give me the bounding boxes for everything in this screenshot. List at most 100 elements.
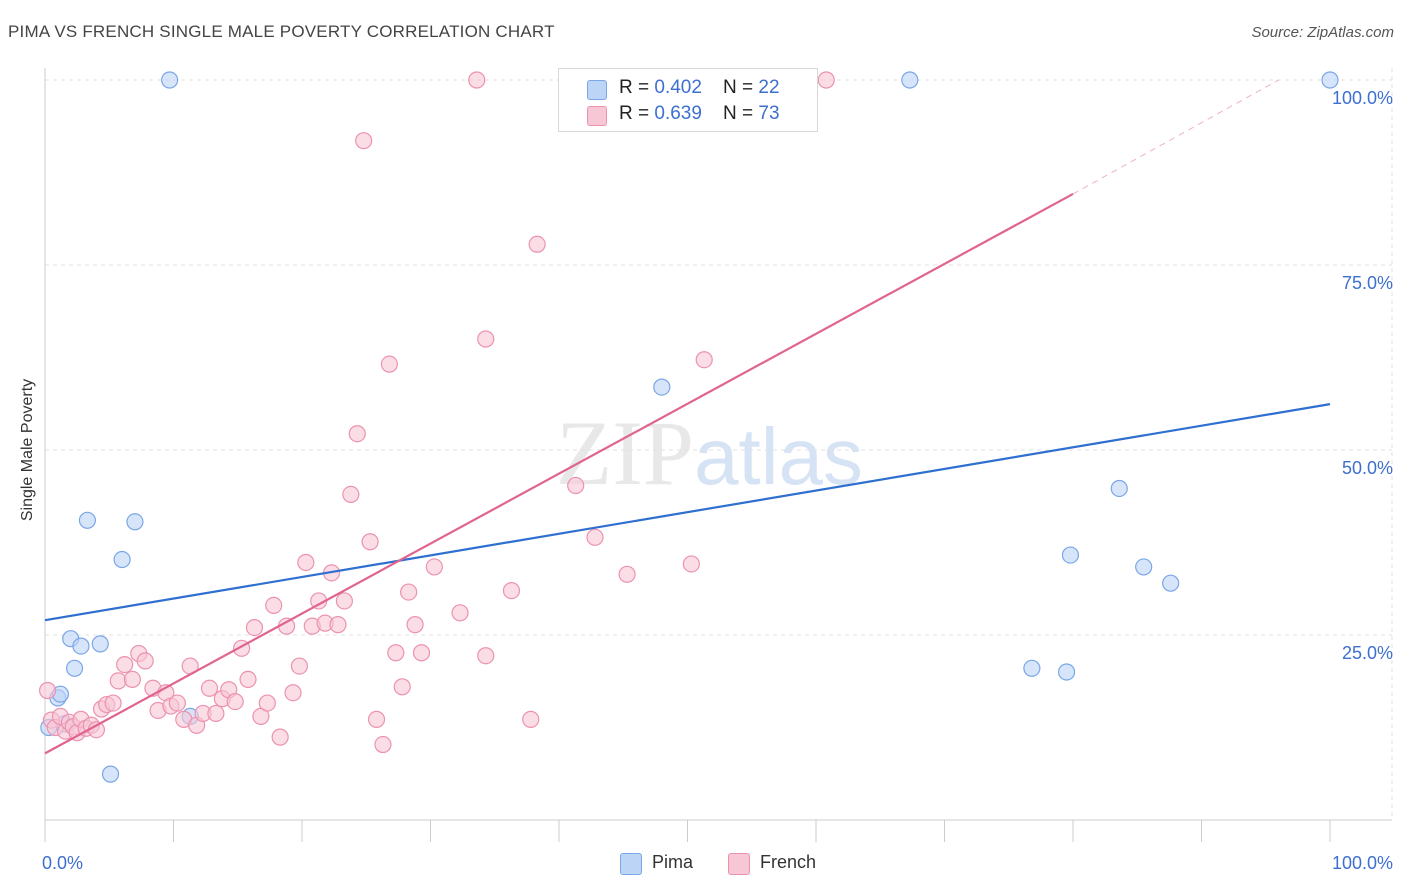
point-french: [123, 670, 141, 689]
legend: R = 0.402 N = 22 R = 0.639 N = 73: [558, 68, 818, 132]
point-pima: [1061, 546, 1080, 564]
points-layer: [38, 71, 1339, 783]
point-french: [265, 596, 283, 615]
bottom-legend-swatch-french: [728, 853, 750, 875]
legend-text-pima: R = 0.402 N = 22: [619, 77, 780, 99]
legend-text-french: R = 0.639 N = 73: [619, 103, 780, 125]
label-layer: 100.0% 75.0% 50.0% 25.0% 0.0% 100.0%: [42, 88, 1393, 873]
point-french: [567, 476, 585, 495]
point-french: [477, 647, 495, 665]
point-pima: [1135, 558, 1153, 576]
legend-n-value: 22: [758, 77, 780, 98]
x-tick-label-max: 100.0%: [1332, 853, 1393, 873]
point-french: [200, 679, 219, 697]
legend-swatch-pima: [587, 80, 607, 100]
bottom-legend-label-french: French: [760, 852, 817, 872]
point-french: [400, 583, 418, 601]
y-tick-label: 25.0%: [1342, 643, 1393, 663]
chart-title: PIMA VS FRENCH SINGLE MALE POVERTY CORRE…: [8, 22, 555, 41]
point-pima: [65, 659, 84, 677]
point-french: [451, 604, 469, 622]
point-pima: [113, 550, 131, 569]
point-french: [207, 704, 225, 723]
point-french: [817, 71, 835, 89]
point-pima: [1023, 659, 1041, 677]
legend-n-value: 73: [758, 103, 780, 124]
y-tick-label: 50.0%: [1342, 458, 1393, 478]
point-french: [271, 728, 289, 746]
point-french: [468, 71, 486, 89]
bottom-legend-label-pima: Pima: [652, 852, 694, 872]
point-french: [348, 425, 366, 443]
legend-swatch-french: [587, 106, 607, 126]
point-french: [245, 618, 264, 637]
axis-layer: [44, 68, 1392, 842]
point-french: [586, 528, 604, 546]
point-french: [367, 710, 386, 728]
x-tick-label-min: 0.0%: [42, 853, 83, 873]
point-french: [528, 235, 546, 253]
point-french: [136, 652, 154, 670]
point-french: [226, 692, 244, 711]
grid-layer: [45, 68, 1393, 820]
point-french: [290, 657, 309, 675]
point-french: [342, 485, 360, 503]
trend-extension-french: [1072, 79, 1279, 195]
legend-n-label: N =: [723, 103, 759, 124]
bottom-legend-swatch-pima: [620, 853, 642, 875]
point-french: [355, 132, 373, 150]
point-pima: [1162, 574, 1180, 592]
legend-r-label: R =: [619, 77, 655, 98]
y-axis-label: Single Male Poverty: [19, 378, 36, 522]
point-french: [682, 555, 700, 573]
point-french: [258, 694, 276, 712]
point-pima: [901, 71, 919, 89]
point-french: [297, 553, 315, 572]
y-tick-label: 100.0%: [1332, 88, 1393, 108]
watermark-atlas: atlas: [694, 412, 863, 501]
point-french: [239, 670, 257, 689]
point-pima: [1321, 71, 1339, 89]
point-french: [104, 694, 122, 712]
point-french: [168, 694, 186, 712]
point-french: [329, 616, 347, 634]
point-french: [425, 558, 443, 576]
legend-r-value: 0.402: [654, 77, 702, 98]
legend-r-value: 0.639: [654, 103, 702, 124]
point-french: [361, 533, 379, 551]
point-pima: [1057, 663, 1076, 681]
point-pima: [78, 511, 97, 529]
point-french: [522, 710, 540, 728]
point-french: [335, 592, 354, 610]
trend-layer: [44, 79, 1331, 755]
point-french: [477, 330, 495, 348]
trend-line-pima: [44, 403, 1331, 622]
point-pima: [126, 513, 144, 531]
point-pima: [72, 637, 90, 655]
point-french: [116, 655, 134, 674]
source-credit: Source: ZipAtlas.com: [1251, 24, 1394, 41]
point-french: [406, 616, 424, 634]
point-pima: [161, 71, 179, 89]
point-french: [374, 735, 392, 754]
point-french: [380, 355, 398, 373]
point-pima: [1110, 479, 1128, 498]
point-french: [412, 644, 431, 662]
legend-n-label: N =: [723, 77, 759, 98]
point-french: [38, 681, 57, 700]
point-french: [502, 581, 521, 600]
y-tick-label: 75.0%: [1342, 273, 1393, 293]
legend-r-label: R =: [619, 103, 655, 124]
point-pima: [653, 378, 671, 396]
point-pima: [91, 635, 109, 653]
point-pima: [101, 765, 120, 783]
point-french: [618, 565, 636, 583]
point-french: [393, 678, 411, 696]
point-french: [387, 644, 405, 662]
y-axis-label-wrap: Single Male Poverty: [8, 300, 48, 600]
trend-line-french: [44, 192, 1074, 755]
point-french: [109, 672, 127, 690]
point-french: [284, 684, 302, 702]
point-french: [695, 351, 713, 369]
